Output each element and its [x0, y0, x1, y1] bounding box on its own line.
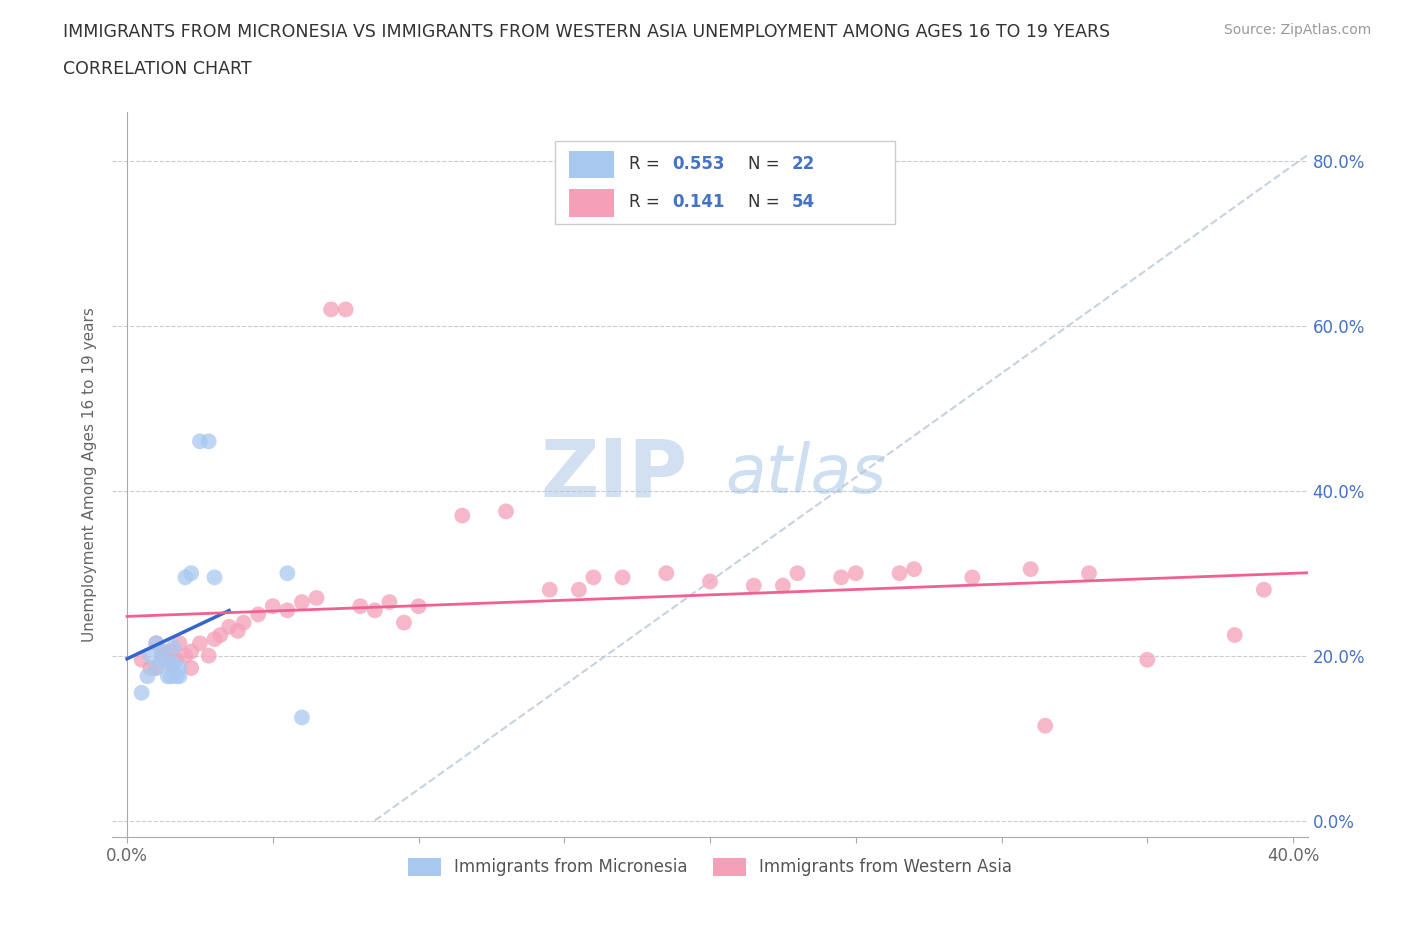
Point: [209, 628, 232, 643]
Text: 0.553: 0.553: [672, 155, 724, 173]
Point: [349, 599, 371, 614]
Point: [392, 616, 415, 631]
Point: [276, 565, 298, 580]
Point: [291, 594, 314, 609]
Point: [305, 591, 328, 605]
Point: [197, 648, 219, 663]
Point: [291, 710, 314, 724]
Point: [180, 644, 202, 659]
Point: [188, 434, 211, 449]
Point: [568, 582, 591, 597]
Point: [166, 652, 188, 667]
Point: [830, 570, 852, 585]
Point: [159, 657, 181, 671]
Point: [1223, 628, 1246, 643]
Point: [204, 570, 226, 585]
Point: [232, 616, 254, 631]
Point: [786, 565, 808, 580]
Point: [166, 669, 188, 684]
Point: [145, 660, 167, 675]
Point: [174, 570, 197, 585]
Y-axis label: Unemployment Among Ages 16 to 19 years: Unemployment Among Ages 16 to 19 years: [82, 307, 97, 642]
Point: [153, 644, 176, 659]
Point: [169, 669, 191, 684]
Point: [451, 508, 474, 523]
Text: R =: R =: [628, 193, 665, 211]
Point: [159, 644, 181, 659]
Point: [247, 607, 270, 622]
Text: atlas: atlas: [725, 442, 886, 507]
Text: R =: R =: [628, 155, 665, 173]
Point: [582, 570, 605, 585]
Point: [131, 685, 153, 700]
Point: [1019, 562, 1042, 577]
Point: [145, 636, 167, 651]
Point: [136, 669, 159, 684]
Text: IMMIGRANTS FROM MICRONESIA VS IMMIGRANTS FROM WESTERN ASIA UNEMPLOYMENT AMONG AG: IMMIGRANTS FROM MICRONESIA VS IMMIGRANTS…: [63, 23, 1111, 41]
Bar: [569, 151, 614, 179]
Point: [131, 652, 153, 667]
Point: [139, 648, 162, 663]
Point: [903, 562, 925, 577]
Point: [408, 599, 430, 614]
Point: [188, 636, 211, 651]
Text: 54: 54: [792, 193, 814, 211]
Point: [197, 434, 219, 449]
Point: [962, 570, 984, 585]
Legend: Immigrants from Micronesia, Immigrants from Western Asia: Immigrants from Micronesia, Immigrants f…: [401, 851, 1019, 884]
Point: [742, 578, 765, 593]
Bar: [569, 190, 614, 217]
Point: [174, 648, 197, 663]
Point: [772, 578, 794, 593]
Point: [845, 565, 868, 580]
Point: [364, 603, 387, 618]
Point: [169, 660, 191, 675]
Point: [226, 623, 249, 638]
Point: [145, 636, 167, 651]
Point: [319, 302, 342, 317]
Point: [163, 640, 186, 655]
Text: ZIP: ZIP: [541, 435, 688, 513]
Point: [612, 570, 634, 585]
Point: [218, 619, 240, 634]
Point: [150, 648, 173, 663]
Point: [335, 302, 357, 317]
Point: [495, 504, 517, 519]
Text: 0.141: 0.141: [672, 193, 724, 211]
Point: [150, 652, 173, 667]
Point: [139, 660, 162, 675]
Point: [156, 669, 179, 684]
Point: [180, 660, 202, 675]
Text: N =: N =: [748, 155, 785, 173]
Point: [1253, 582, 1275, 597]
Point: [204, 631, 226, 646]
Point: [699, 574, 721, 589]
Point: [145, 660, 167, 675]
Text: 22: 22: [792, 155, 814, 173]
Text: Source: ZipAtlas.com: Source: ZipAtlas.com: [1223, 23, 1371, 37]
Point: [1078, 565, 1101, 580]
Point: [276, 603, 298, 618]
Point: [538, 582, 561, 597]
Point: [159, 657, 181, 671]
Text: CORRELATION CHART: CORRELATION CHART: [63, 60, 252, 78]
Point: [262, 599, 284, 614]
Point: [150, 644, 173, 659]
Point: [1136, 652, 1159, 667]
Point: [378, 594, 401, 609]
FancyBboxPatch shape: [554, 140, 896, 224]
Point: [655, 565, 678, 580]
Point: [169, 636, 191, 651]
Text: N =: N =: [748, 193, 785, 211]
Point: [180, 565, 202, 580]
Point: [163, 657, 186, 671]
Point: [1033, 718, 1056, 733]
Point: [889, 565, 911, 580]
Point: [159, 669, 181, 684]
